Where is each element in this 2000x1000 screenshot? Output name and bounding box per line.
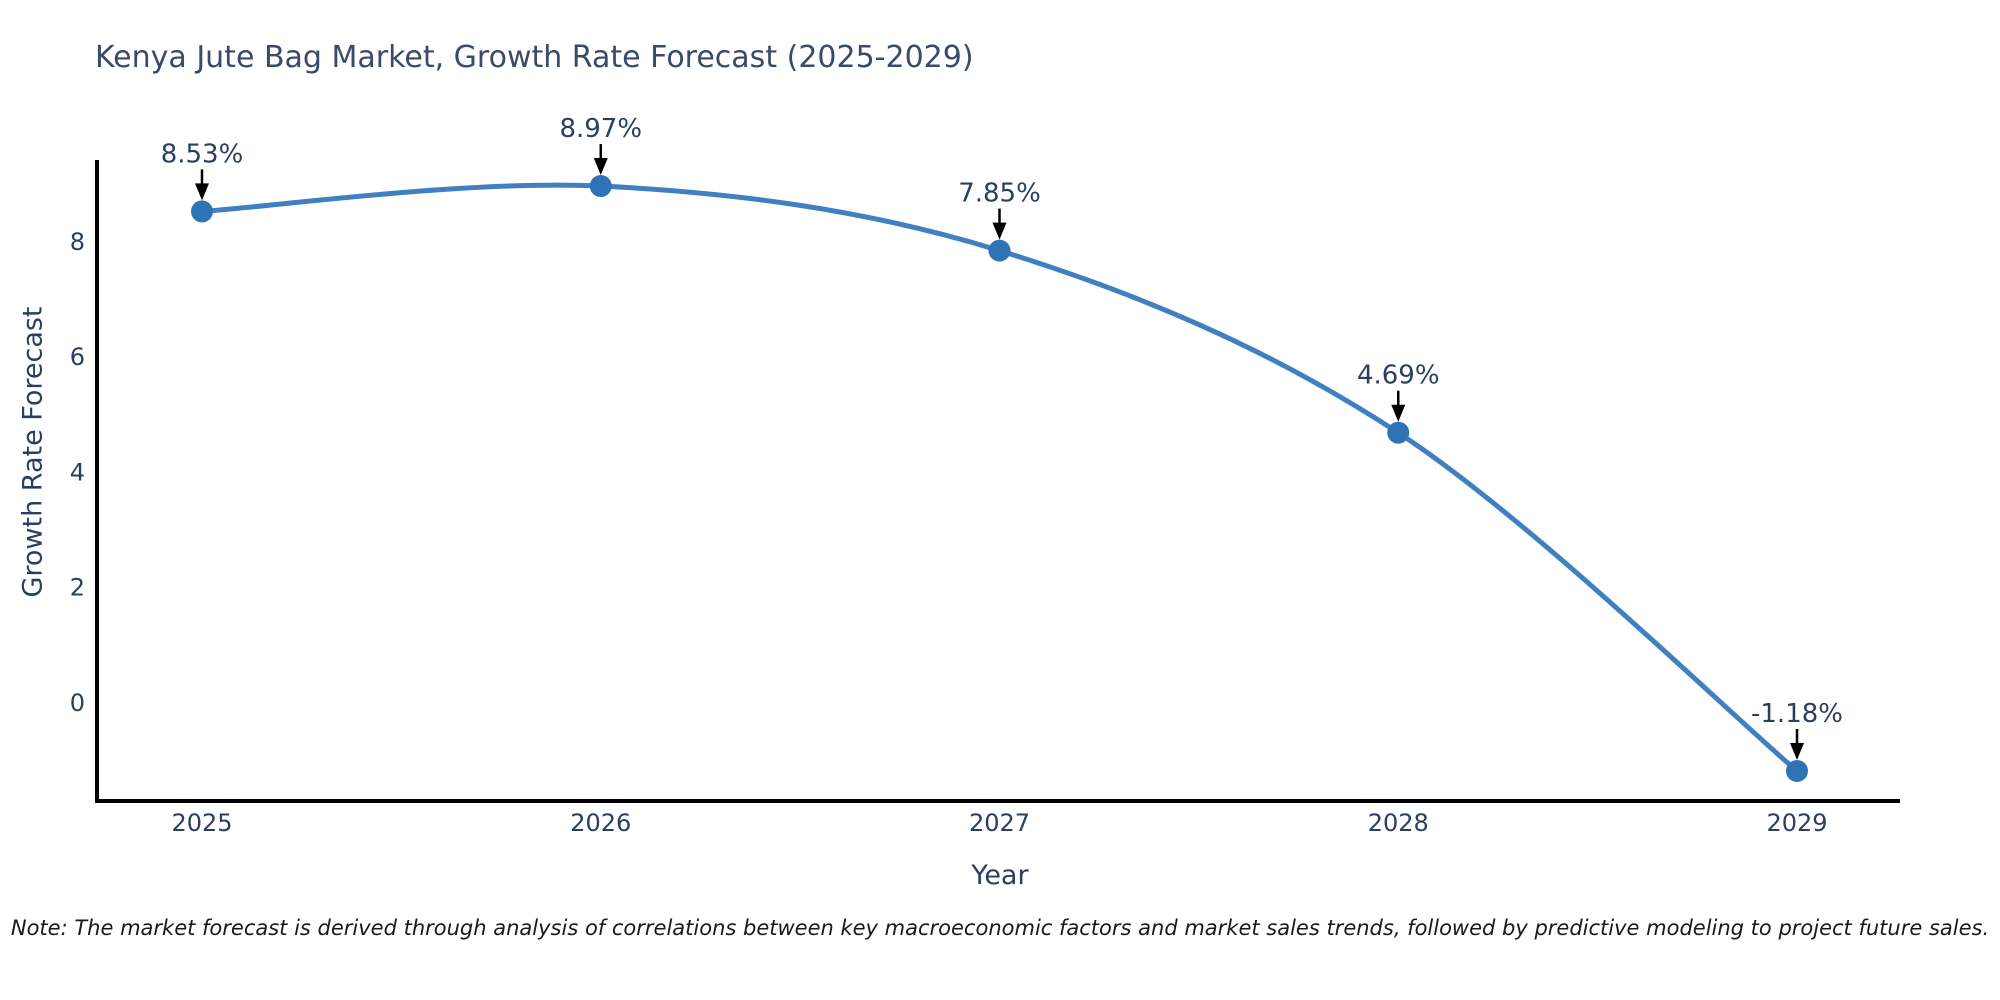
data-point-marker <box>1786 760 1808 783</box>
annotation-arrow-head <box>1391 404 1406 422</box>
x-tick-label: 2027 <box>969 809 1030 837</box>
data-point-label: 8.53% <box>161 139 244 169</box>
data-point-label: -1.18% <box>1751 699 1843 729</box>
data-point-label: 7.85% <box>958 179 1041 209</box>
data-point-marker <box>988 239 1011 262</box>
x-tick-label: 2026 <box>570 809 631 837</box>
y-tick-label: 8 <box>70 228 85 256</box>
y-tick-label: 4 <box>70 458 85 486</box>
chart-footnote: Note: The market forecast is derived thr… <box>10 916 1990 940</box>
y-tick-label: 6 <box>70 343 85 371</box>
data-point-label: 8.97% <box>559 114 642 144</box>
annotation-arrow-head <box>593 158 608 176</box>
y-tick-label: 2 <box>70 574 85 602</box>
forecast-line <box>199 182 1800 774</box>
annotation-arrow-head <box>1790 743 1804 761</box>
data-point-marker <box>1387 421 1410 444</box>
x-tick-label: 2025 <box>171 809 232 837</box>
chart-title: Kenya Jute Bag Market, Growth Rate Forec… <box>95 40 974 75</box>
x-tick-label: 2029 <box>1766 809 1827 837</box>
annotation-arrow-head <box>992 222 1007 240</box>
y-tick-label: 0 <box>70 689 85 717</box>
annotation-arrow-head <box>195 183 209 201</box>
x-axis-title: Year <box>971 860 1029 891</box>
data-point-label: 4.69% <box>1357 361 1440 391</box>
x-tick-label: 2028 <box>1368 809 1429 837</box>
data-point-marker <box>191 200 213 223</box>
data-point-marker <box>589 175 612 198</box>
